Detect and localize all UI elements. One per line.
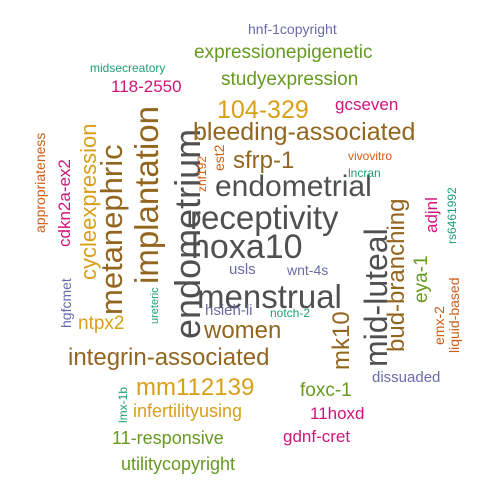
word-adjnl: adjnl	[422, 197, 441, 233]
word-mm112139: mm112139	[136, 374, 255, 401]
word-ureteric: ureteric	[149, 287, 161, 324]
word-ntpx2: ntpx2	[78, 313, 125, 334]
word-vivovitro: vivovitro	[348, 149, 393, 163]
word-lmx-1b: lmx-1b	[116, 386, 130, 423]
word-118-2550: 118-2550	[111, 77, 182, 96]
word-bleeding-associated: bleeding-associated	[193, 118, 416, 146]
word-hgfcmet: hgfcmet	[58, 278, 74, 328]
word-dissuaded: dissuaded	[372, 369, 441, 386]
word-cycleexpression: cycleexpression	[76, 123, 101, 280]
word-integrin-associated: integrin-associated	[68, 344, 270, 371]
word-women: women	[204, 317, 282, 344]
word-menstrual: menstrual	[197, 278, 342, 315]
word-gdnf-cret: gdnf-cret	[283, 427, 351, 446]
word-cdkn2a-ex2: cdkn2a-ex2	[55, 159, 74, 247]
word-expressionepigenetic: expressionepigenetic	[194, 42, 373, 63]
word-sfrp-1: sfrp-1	[233, 147, 295, 174]
word-appropriateness: appropriateness	[32, 132, 48, 233]
word-104-329: 104-329	[217, 96, 309, 124]
word-emx-2: emx-2	[431, 306, 447, 345]
word-rs6461992: rs6461992	[445, 187, 459, 244]
word-liquid-based: liquid-based	[446, 277, 462, 354]
word-11-responsive: 11-responsive	[112, 428, 224, 448]
word-lncran: lncran	[348, 166, 381, 180]
word-implantation: implantation	[128, 106, 165, 284]
word-hoxa10: hoxa10	[191, 228, 303, 266]
word-eya-1: eya-1	[411, 255, 432, 303]
word-mk10: mk10	[328, 311, 355, 370]
word-infertilityusing: infertilityusing	[133, 401, 243, 421]
word-receptivity: receptivity	[190, 199, 339, 236]
word-utilitycopyright: utilitycopyright	[121, 454, 236, 474]
word-midsecreatory: midsecreatory	[90, 61, 166, 75]
word-11hoxd: 11hoxd	[310, 404, 365, 423]
word-usls: usls	[229, 261, 256, 278]
word-endometrial: endometrial	[215, 170, 372, 203]
word-studyexpression: studyexpression	[221, 69, 359, 90]
word-foxc-1: foxc-1	[300, 380, 352, 401]
word-znf192: znf192	[195, 155, 209, 192]
word-gcseven: gcseven	[335, 95, 399, 114]
word-est2: est2	[211, 144, 227, 171]
word-bud-branching: bud-branching	[383, 198, 410, 352]
word-wnt-4s: wnt-4s	[287, 262, 329, 278]
word-notch-2: notch-2	[270, 306, 311, 320]
word-hsieh-li: hsieh-li	[205, 302, 253, 319]
word-hnf-1copyright: hnf-1copyright	[248, 21, 337, 37]
